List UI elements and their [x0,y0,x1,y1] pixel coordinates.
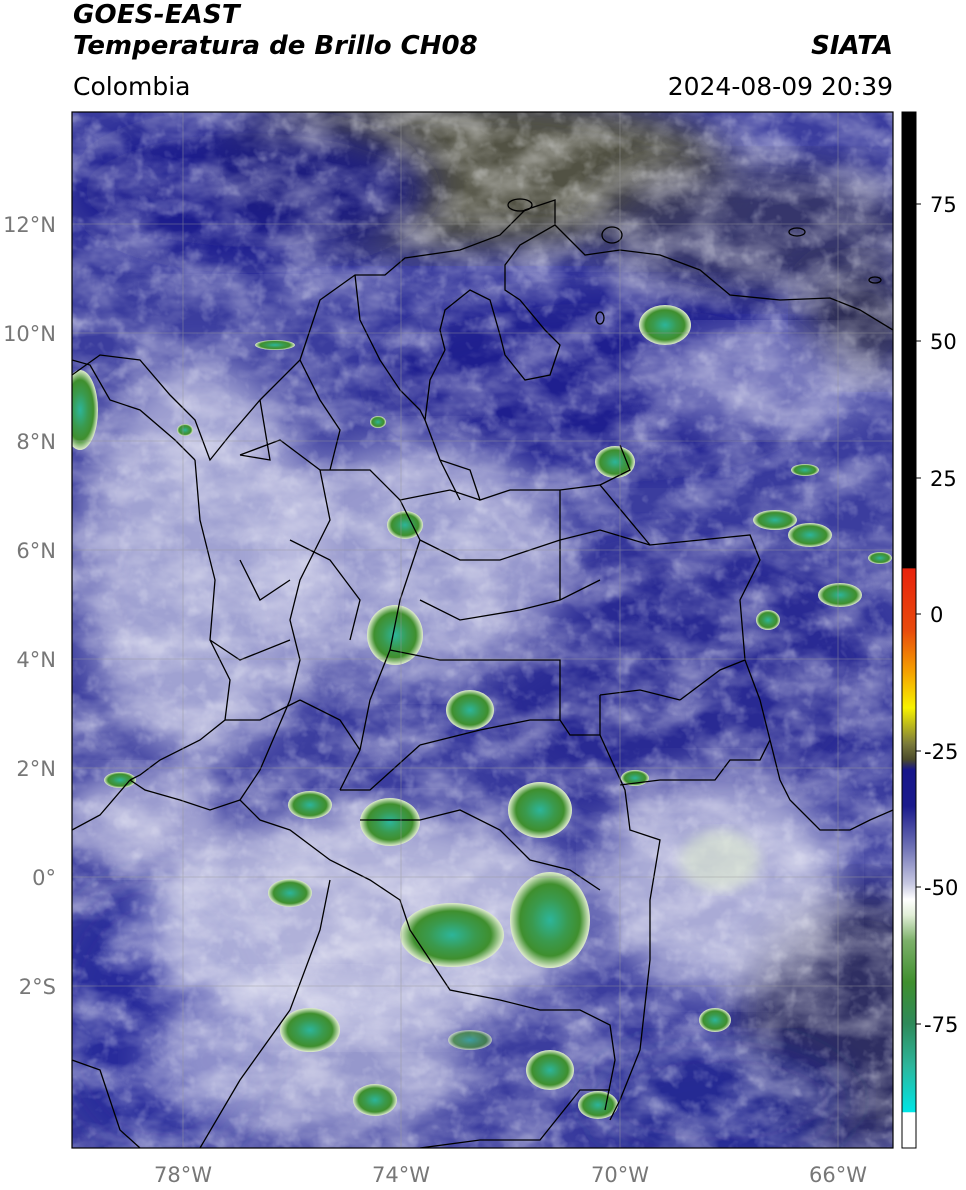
lon-tick: 66°W [809,1163,867,1187]
lon-tick: 70°W [591,1163,649,1187]
gridlines [72,112,893,1148]
lat-tick: 12°N [3,213,56,237]
lat-axis: 12°N 10°N 8°N 6°N 4°N 2°N 0° 2°S [3,213,56,999]
borders [72,198,893,1148]
colorbar-tick: 25 [930,467,957,491]
lat-tick: 8°N [16,430,56,454]
lon-axis: 78°W 74°W 70°W 66°W [154,1163,867,1187]
colorbar-gradient [901,111,917,1149]
colorbar-tick: 50 [930,330,957,354]
colorbar: 75 50 25 0 -25 -50 -75 [901,111,958,1149]
lat-tick: 2°S [19,975,56,999]
colorbar-tick: -50 [924,876,958,900]
colorbar-tick: 0 [930,603,943,627]
satellite-image [72,112,893,1148]
lat-tick: 4°N [16,648,56,672]
organization-label: SIATA [811,31,893,61]
satellite-title: GOES-EAST [73,0,240,30]
convective-cells [72,305,892,1119]
colorbar-tick: 75 [930,193,957,217]
lat-tick: 10°N [3,322,56,346]
lon-tick: 74°W [372,1163,430,1187]
region-label: Colombia [73,72,191,101]
product-title: Temperatura de Brillo CH08 [73,31,478,61]
colorbar-tick: -75 [924,1013,958,1037]
datetime-label: 2024-08-09 20:39 [667,72,893,101]
lat-tick: 2°N [16,757,56,781]
map-frame [71,111,894,1149]
lon-tick: 78°W [154,1163,212,1187]
colorbar-tick: -25 [924,740,958,764]
lat-tick: 0° [32,866,56,890]
lat-tick: 6°N [16,539,56,563]
